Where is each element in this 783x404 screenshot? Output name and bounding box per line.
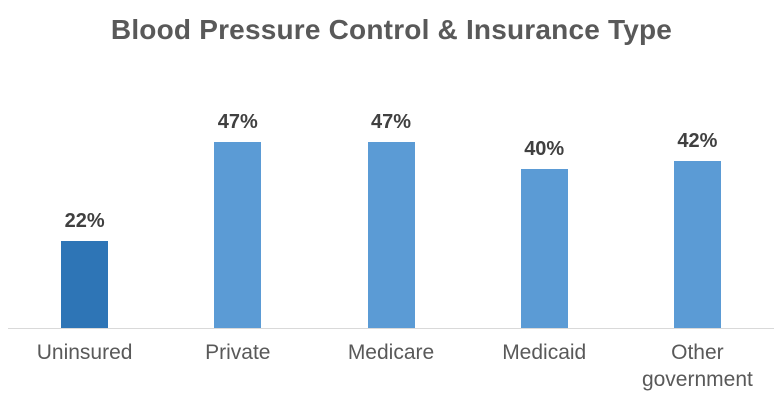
bar-other-government (673, 161, 721, 328)
category-label-uninsured: Uninsured (36, 341, 133, 364)
bar-private (214, 142, 262, 328)
category-axis: Uninsured Private Medicare Medicaid Other go… (8, 329, 774, 393)
bar-value-label: 47% (370, 111, 412, 133)
bar-medicare (367, 142, 415, 328)
bar-column-medicaid: 40% (468, 137, 621, 328)
bar-value-label: 22% (64, 210, 105, 232)
category-label-other-government: Other government (641, 341, 753, 391)
bar-column-other-government: 42% (621, 129, 774, 328)
bar-medicaid (520, 169, 568, 328)
category-label-private: Private (205, 341, 271, 364)
chart-title: Blood Pressure Control & Insurance Type (110, 14, 673, 45)
bar-value-label: 47% (217, 111, 258, 133)
bar-column-private: 47% (161, 110, 314, 328)
category-label-medicare: Medicare (347, 341, 435, 364)
bar-column-uninsured: 22% (8, 209, 161, 328)
category-label-medicaid: Medicaid (502, 341, 587, 364)
plot-wrapper: 22% 47% 47% 40% 42% Uninsured Private Medicare… (8, 90, 774, 393)
bar-column-medicare: 47% (314, 110, 467, 328)
bar-value-label: 40% (524, 138, 565, 160)
bar-uninsured (61, 241, 109, 328)
plot-area: 22% 47% 47% 40% 42% (8, 90, 774, 329)
bar-value-label: 42% (677, 130, 718, 152)
